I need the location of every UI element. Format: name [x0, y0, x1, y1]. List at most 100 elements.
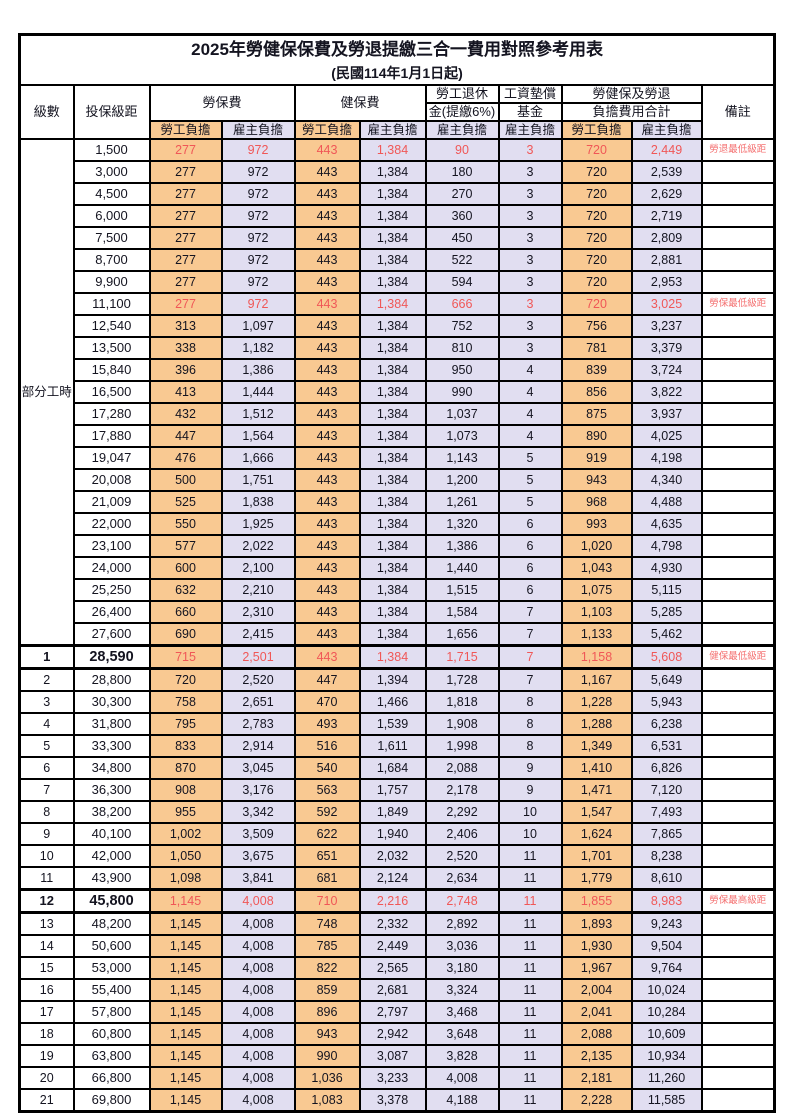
cell-total-employee: 720 [560, 181, 633, 206]
cell-level: 8 [18, 799, 75, 824]
cell-bracket: 19,047 [72, 445, 151, 470]
cell-remark [700, 335, 776, 360]
table-row: 23,100 577 2,022 443 1,384 1,386 6 1,020 4,798 [20, 533, 776, 558]
cell-labor-employer: 972 [220, 137, 296, 162]
table-row: 7 36,300 908 3,176 563 1,757 2,178 9 1,471 7,120 [18, 777, 776, 802]
cell-labor-employee: 908 [148, 777, 223, 802]
cell-bracket: 7,500 [72, 225, 151, 250]
cell-bracket: 42,000 [72, 843, 151, 868]
cell-total-employee: 856 [560, 379, 633, 404]
cell-wagefund-employer: 3 [497, 313, 563, 338]
cell-total-employee: 781 [560, 335, 633, 360]
cell-labor-employer: 4,008 [220, 955, 296, 980]
cell-level: 15 [18, 955, 75, 980]
cell-total-employee: 1,133 [560, 621, 633, 646]
cell-health-employee: 990 [293, 1043, 361, 1068]
cell-wagefund-employer: 11 [497, 977, 563, 1002]
cell-total-employee: 1,349 [560, 733, 633, 758]
cell-labor-employee: 500 [148, 467, 223, 492]
cell-total-employer: 9,764 [630, 955, 703, 980]
cell-health-employee: 896 [293, 999, 361, 1024]
cell-wagefund-employer: 11 [497, 999, 563, 1024]
table-row: 13 48,200 1,145 4,008 748 2,332 2,892 11 1,893 9,… [18, 911, 776, 936]
cell-labor-employer: 972 [220, 203, 296, 228]
cell-labor-employer: 2,022 [220, 533, 296, 558]
cell-labor-employee: 396 [148, 357, 223, 382]
cell-labor-employee: 1,145 [148, 955, 223, 980]
cell-wagefund-employer: 4 [497, 357, 563, 382]
cell-total-employee: 720 [560, 203, 633, 228]
cell-bracket: 21,009 [72, 489, 151, 514]
cell-labor-employee: 413 [148, 379, 223, 404]
cell-total-employee: 1,228 [560, 689, 633, 714]
cell-labor-employer: 1,182 [220, 335, 296, 360]
cell-labor-employee: 577 [148, 533, 223, 558]
cell-health-employer: 2,797 [358, 999, 427, 1024]
cell-pension-employer: 1,998 [424, 733, 500, 758]
cell-health-employer: 1,384 [358, 137, 427, 162]
table-row: 18 60,800 1,145 4,008 943 2,942 3,648 11 2,088 10… [18, 1021, 776, 1046]
cell-labor-employee: 1,145 [148, 933, 223, 958]
cell-pension-employer: 1,073 [424, 423, 500, 448]
table-row: 4 31,800 795 2,783 493 1,539 1,908 8 1,288 6,238 [18, 711, 776, 736]
cell-total-employee: 1,893 [560, 911, 633, 936]
cell-pension-employer: 522 [424, 247, 500, 272]
cell-total-employer: 5,285 [630, 599, 703, 624]
cell-labor-employer: 2,501 [220, 643, 296, 670]
cell-total-employee: 1,167 [560, 667, 633, 692]
cell-remark [700, 667, 776, 692]
cell-remark [700, 203, 776, 228]
cell-level: 2 [18, 667, 75, 692]
cell-wagefund-employer: 8 [497, 689, 563, 714]
cell-total-employee: 1,075 [560, 577, 633, 602]
cell-wagefund-employer: 11 [497, 1087, 563, 1112]
cell-health-employer: 1,384 [358, 511, 427, 536]
cell-remark [700, 1021, 776, 1046]
cell-total-employee: 2,041 [560, 999, 633, 1024]
cell-remark [700, 467, 776, 492]
cell-level: 18 [18, 1021, 75, 1046]
cell-total-employer: 3,025 [630, 291, 703, 316]
subheader-health-employer: 雇主負擔 [358, 119, 427, 140]
cell-health-employee: 443 [293, 643, 361, 670]
cell-health-employee: 443 [293, 599, 361, 624]
cell-health-employer: 1,394 [358, 667, 427, 692]
cell-total-employer: 4,798 [630, 533, 703, 558]
cell-labor-employer: 4,008 [220, 887, 296, 914]
cell-remark [700, 555, 776, 580]
cell-labor-employee: 550 [148, 511, 223, 536]
cell-total-employee: 968 [560, 489, 633, 514]
cell-labor-employee: 1,145 [148, 1021, 223, 1046]
cell-labor-employer: 1,386 [220, 357, 296, 382]
cell-total-employer: 2,539 [630, 159, 703, 184]
cell-remark: 勞保最高級距 [700, 887, 776, 914]
premium-reference-table: 2025年勞健保保費及勞退提繳三合一費用對照參考用表 (民國114年1月1日起)… [18, 33, 777, 1113]
cell-pension-employer: 1,386 [424, 533, 500, 558]
table-row: 19,047 476 1,666 443 1,384 1,143 5 919 4,198 [20, 445, 776, 470]
cell-pension-employer: 990 [424, 379, 500, 404]
cell-level: 10 [18, 843, 75, 868]
cell-labor-employee: 277 [148, 269, 223, 294]
cell-health-employee: 681 [293, 865, 361, 890]
cell-remark [700, 423, 776, 448]
cell-remark [700, 1087, 776, 1112]
col-header-level: 級數 [18, 83, 75, 140]
cell-remark [700, 159, 776, 184]
cell-health-employee: 592 [293, 799, 361, 824]
cell-total-employer: 10,609 [630, 1021, 703, 1046]
cell-total-employer: 2,449 [630, 137, 703, 162]
table-row: 6,000 277 972 443 1,384 360 3 720 2,719 [20, 203, 776, 228]
cell-total-employee: 720 [560, 159, 633, 184]
cell-total-employer: 10,934 [630, 1043, 703, 1068]
cell-health-employee: 443 [293, 225, 361, 250]
cell-labor-employer: 4,008 [220, 1087, 296, 1112]
cell-pension-employer: 2,634 [424, 865, 500, 890]
cell-pension-employer: 950 [424, 357, 500, 382]
cell-remark [700, 955, 776, 980]
cell-labor-employer: 4,008 [220, 1021, 296, 1046]
cell-pension-employer: 3,324 [424, 977, 500, 1002]
cell-labor-employer: 1,925 [220, 511, 296, 536]
cell-remark [700, 933, 776, 958]
cell-total-employee: 1,410 [560, 755, 633, 780]
cell-wagefund-employer: 8 [497, 711, 563, 736]
